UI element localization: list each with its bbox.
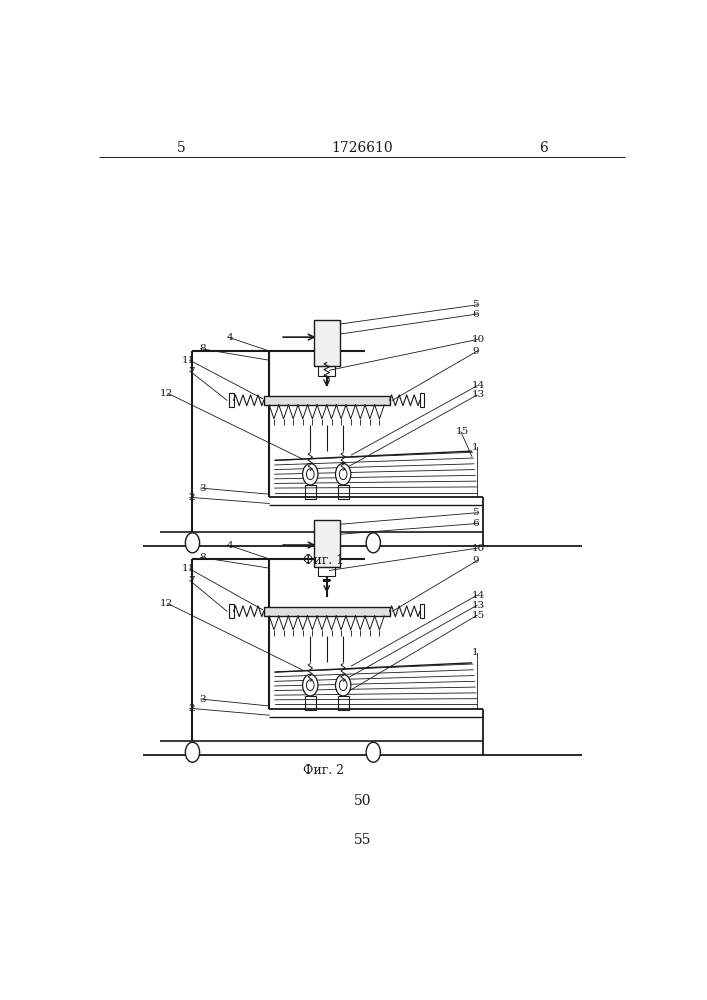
Circle shape bbox=[366, 742, 380, 762]
Text: 8: 8 bbox=[199, 344, 206, 353]
Bar bbox=[318, 366, 336, 376]
Text: 11: 11 bbox=[182, 564, 195, 573]
Bar bbox=[318, 567, 336, 576]
Bar bbox=[229, 393, 233, 407]
Bar bbox=[338, 485, 349, 499]
Text: 50: 50 bbox=[354, 794, 371, 808]
Text: 1: 1 bbox=[472, 648, 479, 657]
Circle shape bbox=[303, 463, 318, 485]
Text: 7: 7 bbox=[189, 367, 195, 376]
Circle shape bbox=[306, 680, 314, 691]
Bar bbox=[229, 604, 233, 618]
Text: 6: 6 bbox=[472, 310, 479, 319]
Bar bbox=[338, 696, 349, 710]
Text: 10: 10 bbox=[472, 335, 485, 344]
Text: Фиг. 1: Фиг. 1 bbox=[303, 554, 344, 567]
Circle shape bbox=[339, 680, 347, 691]
Text: 15: 15 bbox=[455, 427, 469, 436]
Bar bbox=[314, 520, 340, 567]
Circle shape bbox=[366, 533, 380, 553]
Bar bbox=[420, 393, 424, 407]
Bar bbox=[314, 320, 340, 366]
Text: 1726610: 1726610 bbox=[332, 141, 393, 155]
Circle shape bbox=[336, 674, 351, 696]
Text: 13: 13 bbox=[472, 601, 485, 610]
Circle shape bbox=[303, 674, 318, 696]
Text: 9: 9 bbox=[472, 556, 479, 565]
Text: 7: 7 bbox=[189, 576, 195, 585]
Text: 12: 12 bbox=[160, 389, 173, 398]
Text: 11: 11 bbox=[182, 356, 195, 365]
Circle shape bbox=[306, 469, 314, 480]
Text: 9: 9 bbox=[472, 347, 479, 356]
Text: 10: 10 bbox=[472, 544, 485, 553]
Bar bbox=[305, 696, 316, 710]
Bar bbox=[264, 607, 390, 616]
Text: 3: 3 bbox=[199, 484, 206, 493]
Text: 5: 5 bbox=[472, 300, 479, 309]
Circle shape bbox=[185, 533, 199, 553]
Text: 5: 5 bbox=[472, 508, 479, 517]
Text: 55: 55 bbox=[354, 833, 371, 847]
Circle shape bbox=[185, 742, 199, 762]
Bar bbox=[264, 396, 390, 405]
Text: 14: 14 bbox=[472, 591, 485, 600]
Text: 15: 15 bbox=[472, 611, 485, 620]
Text: 1: 1 bbox=[472, 443, 479, 452]
Text: Фиг. 2: Фиг. 2 bbox=[303, 764, 344, 777]
Circle shape bbox=[339, 469, 347, 480]
Text: 2: 2 bbox=[189, 704, 195, 713]
Circle shape bbox=[336, 463, 351, 485]
Text: 2: 2 bbox=[189, 493, 195, 502]
Bar bbox=[305, 485, 316, 499]
Text: 4: 4 bbox=[227, 541, 233, 550]
Text: 12: 12 bbox=[160, 599, 173, 608]
Text: 6: 6 bbox=[472, 519, 479, 528]
Text: 3: 3 bbox=[199, 695, 206, 704]
Text: 5: 5 bbox=[177, 141, 186, 155]
Bar bbox=[420, 604, 424, 618]
Text: 13: 13 bbox=[472, 390, 485, 399]
Text: 14: 14 bbox=[472, 381, 485, 390]
Text: 8: 8 bbox=[199, 553, 206, 562]
Text: 4: 4 bbox=[227, 333, 233, 342]
Text: 6: 6 bbox=[539, 141, 547, 155]
